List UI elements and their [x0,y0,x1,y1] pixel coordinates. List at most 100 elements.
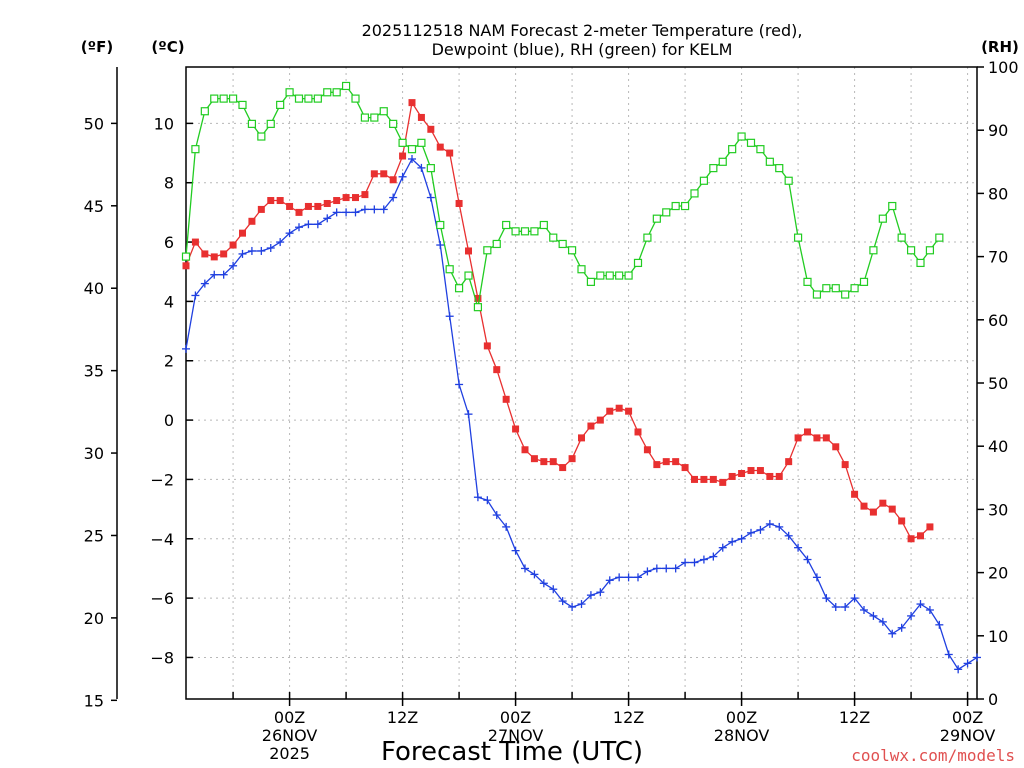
temperature-point [794,434,802,442]
dewpoint-point [436,241,445,250]
temperature-point [578,434,585,442]
temperature-point [898,517,906,525]
temperature-point [606,407,614,415]
temperature-point [559,464,567,472]
dewpoint-point [483,496,492,505]
rh-point [793,233,803,242]
rh-tick-label: 40 [988,437,1008,456]
temperature-point [766,472,774,480]
dewpoint-point [737,534,746,543]
rh-point [351,94,360,103]
rh-point [586,277,596,286]
left-unit-f: (ºF) [81,38,113,56]
dewpoint-point [765,519,774,528]
temperature-point [370,170,378,178]
dewpoint-point [662,564,671,573]
dewpoint-point [351,208,360,217]
temperature-point [493,366,501,374]
rh-point [520,227,530,236]
dewpoint-point [568,603,577,612]
dewpoint-point [756,525,765,534]
dewpoint-point [897,623,906,632]
rh-point [370,113,379,122]
temperature-point [822,434,830,442]
rh-point [294,94,304,103]
rh-point [558,239,567,249]
temperature-point [333,197,341,205]
dewpoint-point [521,564,529,573]
temperature-point [615,404,623,412]
credit-text: coolwx.com/models [851,746,1015,765]
rh-point [219,94,228,103]
temperature-point [521,446,529,454]
dewpoint-point [925,605,934,614]
rh-point [379,107,388,116]
rh-point [728,145,737,154]
dewpoint-point [869,611,878,620]
temperature-point [804,428,811,436]
temperature-point [879,499,887,507]
temperature-point [314,202,322,210]
rh-point [304,94,313,103]
dewpoint-point [558,597,567,606]
dewpoint-point [389,193,398,202]
rh-point [360,113,370,122]
rh-point [812,290,822,299]
temperature-point [653,461,661,469]
temperature-point [709,475,717,483]
dewpoint-point [699,555,708,564]
dewpoint-point [530,570,539,579]
temperature-point [672,458,680,466]
c-tick-label: −2 [150,470,174,489]
rh-point [181,252,191,261]
dewpoint-point [671,564,680,573]
temperature-point [248,217,256,225]
temperature-point [869,508,877,516]
dewpoint-point [860,605,868,614]
x-tick-label: 00Z [726,708,757,727]
rh-tick-label: 50 [988,374,1008,393]
f-tick-label: 25 [84,526,104,545]
dewpoint-point [285,229,294,238]
rh-point [323,88,332,97]
dewpoint-point [360,205,369,214]
dewpoint-point [473,493,482,502]
dewpoint-point [417,163,426,172]
temperature-point [210,253,218,261]
temperature-point [267,197,275,205]
series [181,81,981,674]
dewpoint-point [709,552,718,561]
rh-point [238,100,247,110]
dewpoint-point [445,312,454,321]
left-unit-c: (ºC) [151,38,184,56]
temperature-point [201,250,209,258]
dewpoint-point [379,205,388,214]
f-tick-label: 45 [84,197,104,216]
rh-point [718,157,727,166]
temperature-point [851,490,859,498]
right-unit: (RH) [981,38,1019,56]
x-tick-label: 2025 [269,744,310,763]
rh-point [389,119,398,128]
dewpoint-point [878,617,887,626]
rh-point [511,227,520,236]
dewpoint-point [690,558,699,567]
dewpoint-point [210,270,219,279]
dewpoint-point [426,193,435,202]
temperature-point [719,478,727,486]
dewpoint-point [332,208,341,217]
rh-point [680,201,690,211]
c-tick-label: 8 [164,174,174,193]
rh-tick-label: 60 [988,311,1008,330]
temperature-point [907,535,915,543]
dewpoint-point [229,261,238,270]
dewpoint-point [907,611,916,620]
c-tick-label: 4 [164,292,174,311]
dewpoint-point [615,573,624,582]
dewpoint-point [464,410,473,419]
temperature-point [295,208,303,216]
rh-point [624,271,633,280]
rh-point [765,157,774,166]
temperature-point [540,458,548,466]
rh-point [841,290,850,299]
